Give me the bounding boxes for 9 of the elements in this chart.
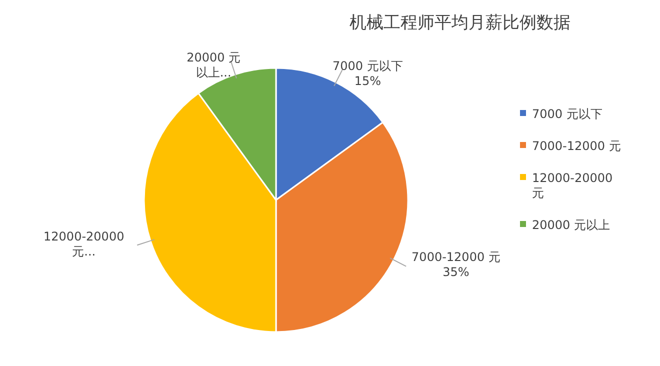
data-label: 7000-12000 元 35% [412,250,500,279]
legend-label: 12000-20000 元 [532,171,613,200]
legend-label: 7000 元以下 [532,107,602,121]
legend-label: 7000-12000 元 [532,139,621,153]
data-label: 7000 元以下 15% [332,58,403,88]
data-label: 12000-20000 元... [44,229,124,258]
data-label: 20000 元以上... [186,50,241,80]
chart-title: 机械工程师平均月薪比例数据 [350,13,570,33]
legend-label: 20000 元以上 [532,218,610,232]
